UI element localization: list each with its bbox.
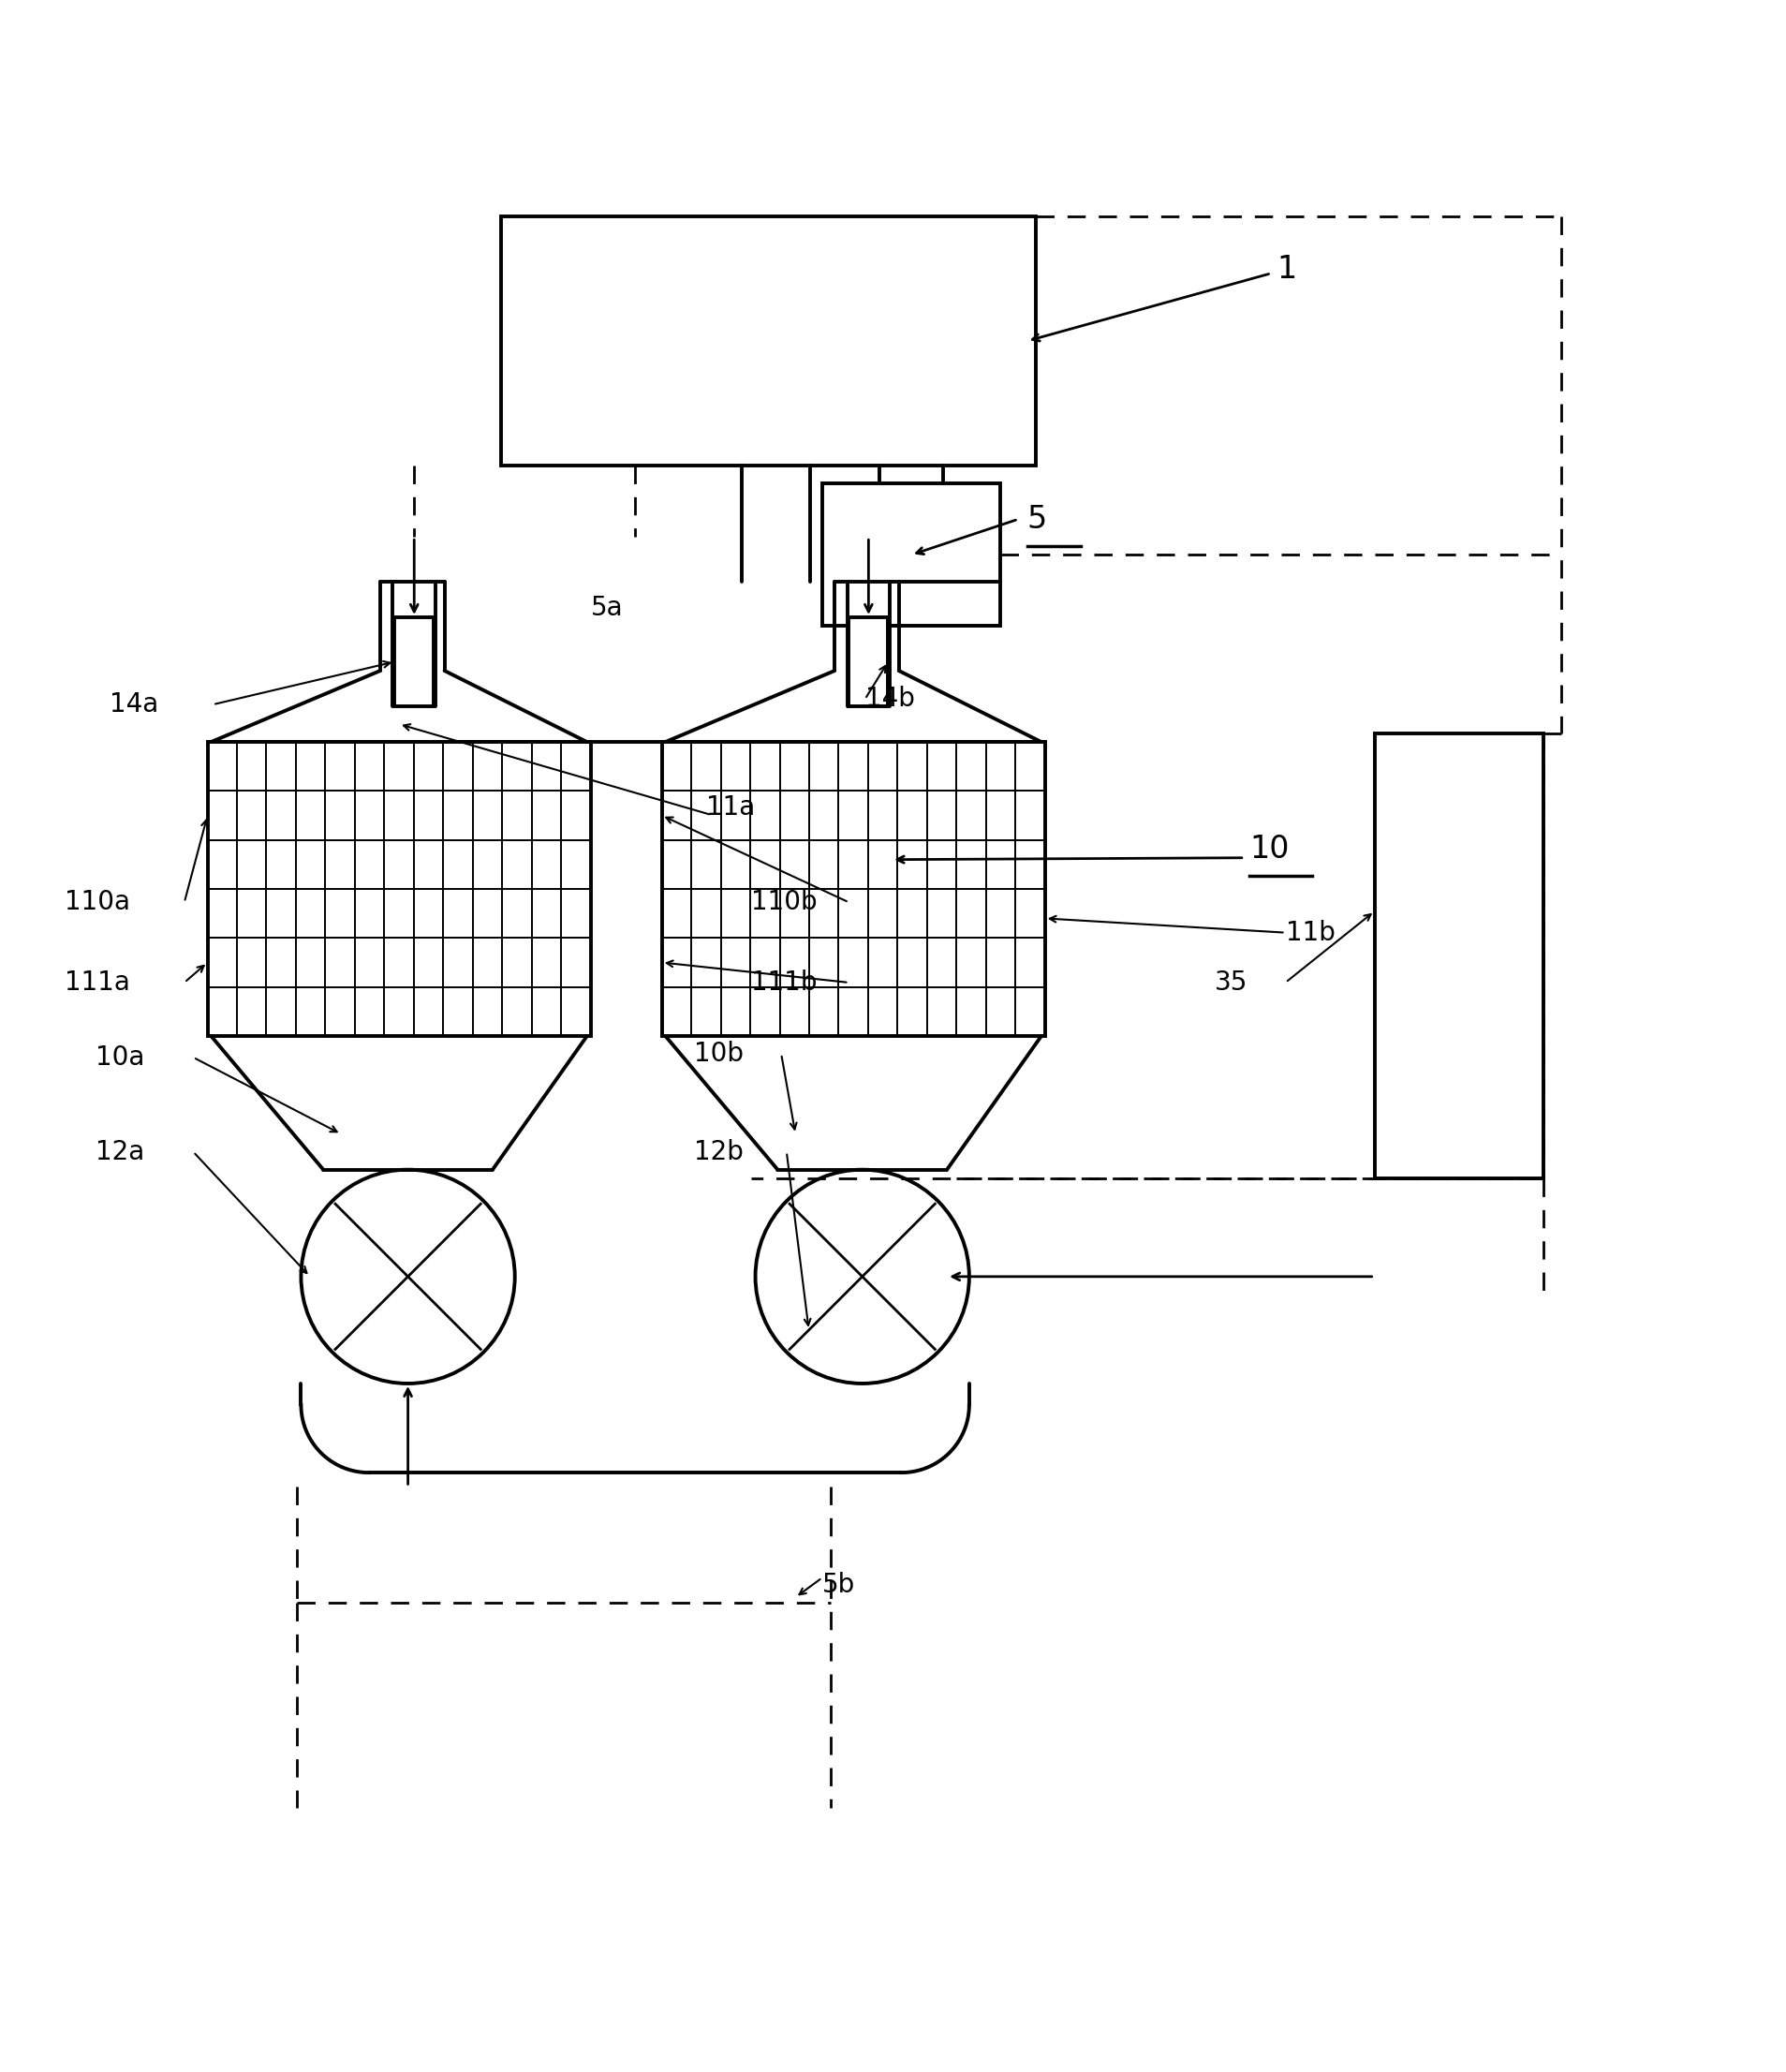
- Text: 1: 1: [1275, 255, 1297, 286]
- Polygon shape: [207, 742, 589, 1036]
- Polygon shape: [395, 617, 434, 707]
- Polygon shape: [661, 742, 1045, 1036]
- Text: 12a: 12a: [95, 1140, 145, 1164]
- Polygon shape: [1373, 733, 1543, 1179]
- Text: 10: 10: [1248, 833, 1289, 864]
- Text: 110b: 110b: [750, 889, 816, 916]
- Text: 110a: 110a: [64, 889, 130, 916]
- Text: 14b: 14b: [864, 686, 914, 713]
- Polygon shape: [848, 617, 888, 707]
- Text: 11a: 11a: [705, 796, 755, 821]
- Text: 5: 5: [1027, 503, 1047, 535]
- Text: 11b: 11b: [1284, 920, 1334, 945]
- Text: 12b: 12b: [693, 1140, 743, 1164]
- Text: 5b: 5b: [822, 1573, 855, 1598]
- Text: 5a: 5a: [589, 595, 623, 622]
- Text: 35: 35: [1213, 970, 1247, 997]
- Polygon shape: [822, 483, 1000, 626]
- Text: 10a: 10a: [95, 1044, 145, 1071]
- Text: 111a: 111a: [64, 970, 130, 997]
- Text: 14a: 14a: [109, 692, 159, 717]
- Text: 10b: 10b: [693, 1040, 743, 1067]
- Text: 111b: 111b: [750, 970, 816, 997]
- Polygon shape: [502, 215, 1036, 466]
